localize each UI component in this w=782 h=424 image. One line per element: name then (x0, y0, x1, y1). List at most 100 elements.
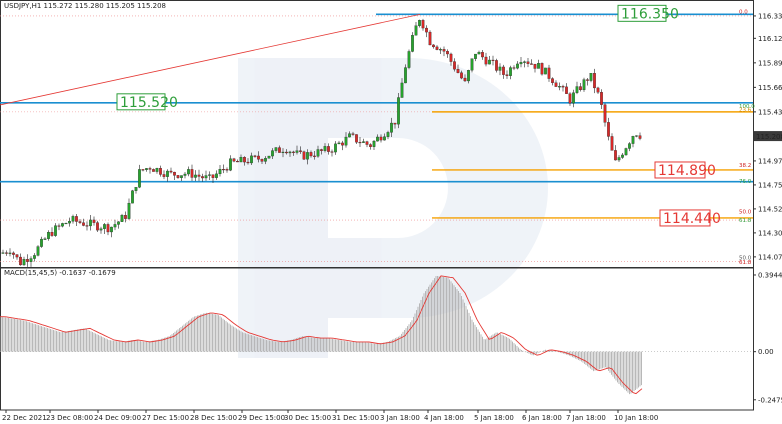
candle-body (225, 169, 229, 171)
candle-body (393, 122, 397, 125)
macd-frame (0, 267, 754, 411)
candle-body (71, 216, 75, 222)
candle-body (516, 63, 519, 69)
candle-body (166, 170, 169, 177)
candle-body (264, 158, 267, 162)
candle-body (565, 86, 568, 94)
candle-body (61, 223, 64, 227)
candle-body (64, 222, 68, 225)
candle-body (435, 46, 439, 50)
candle-body (120, 215, 124, 222)
candle-body (124, 215, 127, 219)
x-tick-label: 6 Jan 18:00 (522, 414, 562, 422)
candle-body (288, 151, 292, 154)
candle-body (561, 86, 565, 88)
candle-body (624, 148, 628, 156)
candle-body (320, 149, 323, 151)
level-label: 114.890 (658, 163, 716, 179)
candle-body (554, 82, 558, 87)
candle-body (362, 141, 365, 143)
candle-body (530, 63, 533, 65)
candle-body (302, 151, 306, 160)
y-tick-label: 116.125 (758, 35, 782, 43)
candle-body (127, 202, 131, 219)
level-label-box (659, 209, 711, 227)
candle-body (628, 143, 631, 149)
candle-body (57, 225, 61, 227)
candle-body (344, 136, 348, 146)
x-tick-label: 29 Dec 15:00 (238, 414, 285, 422)
candle-body (5, 252, 8, 254)
candle-body (463, 77, 467, 82)
candle-body (411, 35, 414, 52)
x-tick-label: 23 Dec 08:00 (46, 414, 93, 422)
y-tick-label: 114.075 (758, 253, 782, 261)
x-tick-label: 5 Jan 18:00 (474, 414, 514, 422)
candle-body (610, 136, 614, 151)
chart-header: USDJPY,H1 115.272 115.280 115.205 115.20… (4, 2, 166, 10)
candle-body (36, 246, 40, 256)
candle-body (519, 62, 523, 65)
candle-body (113, 224, 117, 228)
current-price-badge (754, 131, 782, 142)
y-tick-label: 114.300 (758, 229, 782, 237)
candle-body (572, 92, 575, 104)
candle-body (106, 224, 110, 233)
candle-body (134, 187, 138, 191)
candle-body (544, 67, 547, 75)
candle-body (446, 51, 449, 55)
candle-body (204, 175, 208, 179)
candle-body (131, 190, 134, 204)
y-tick-label: 115.435 (758, 108, 782, 116)
candle-body (43, 238, 47, 240)
candle-body (432, 44, 435, 48)
candle-body (547, 67, 551, 79)
candle-body (78, 221, 82, 223)
candle-body (103, 224, 106, 229)
current-price-label: 115.208 (756, 133, 782, 141)
candle-body (495, 60, 498, 71)
x-tick-label: 22 Dec 2021 (2, 414, 47, 422)
fib-level-label: 76.0 (739, 179, 752, 185)
candle-body (589, 73, 593, 81)
macd-signal-line (0, 275, 643, 395)
candle-body (526, 61, 530, 64)
candle-body (1, 252, 5, 254)
candle-body (12, 252, 15, 255)
candle-body (397, 97, 400, 125)
candle-body (215, 173, 218, 178)
candle-body (579, 86, 582, 91)
candle-body (607, 122, 610, 137)
candle-body (295, 150, 299, 153)
candle-body (316, 149, 320, 157)
x-tick-label: 28 Dec 15:00 (190, 414, 237, 422)
candle-body (551, 78, 554, 83)
fib-level-label: 38.2 (739, 163, 751, 169)
x-tick-label: 10 Jan 18:00 (614, 414, 658, 422)
candle-body (33, 255, 36, 259)
x-tick-label: 27 Dec 15:00 (142, 414, 189, 422)
candle-body (383, 136, 386, 141)
candle-body (183, 173, 187, 176)
x-tick-label: 7 Jan 18:00 (566, 414, 606, 422)
candle-body (456, 69, 460, 73)
candle-body (313, 155, 316, 157)
fib-level-label: 61.8 (739, 260, 752, 266)
candle-body (568, 93, 572, 104)
candle-body (292, 151, 295, 153)
candle-body (274, 147, 278, 151)
candle-body (400, 82, 404, 98)
candle-body (428, 31, 432, 46)
candle-body (85, 225, 89, 227)
candle-body (211, 174, 215, 178)
fib-level-label: 0.0 (739, 9, 748, 15)
candle-body (600, 92, 603, 105)
candle-body (491, 59, 495, 61)
candle-body (337, 142, 341, 145)
macd-y-tick-label: -0.2475 (758, 396, 782, 404)
fib-level-label: 61.8 (739, 218, 752, 224)
candle-body (26, 259, 29, 262)
candle-body (278, 147, 281, 153)
candle-body (586, 79, 589, 81)
candle-body (201, 176, 204, 179)
